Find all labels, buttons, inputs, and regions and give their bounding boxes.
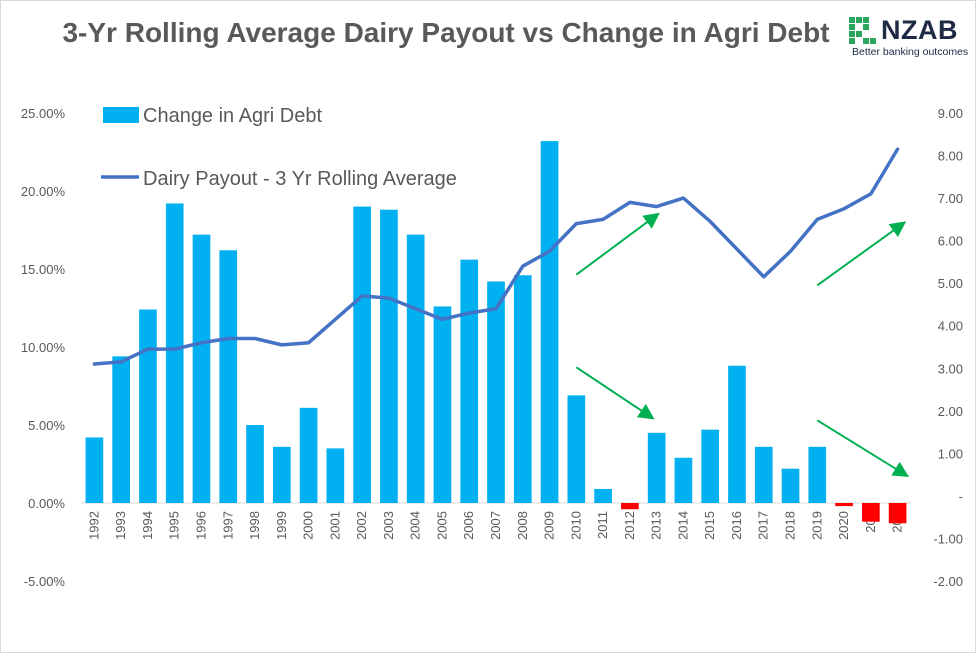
x-tick-label: 2008: [515, 511, 530, 540]
trend-arrow-4: [816, 419, 910, 478]
nzab-logo: NZAB Better banking outcomes: [847, 15, 969, 61]
bar-2001: [326, 448, 345, 503]
x-tick-label: 2017: [756, 511, 771, 540]
logo-tagline: Better banking outcomes: [852, 46, 969, 58]
bar-1998: [246, 425, 264, 503]
x-tick-label: 2020: [836, 511, 851, 540]
bar-2006: [460, 259, 479, 503]
trend-arrow-3: [816, 221, 907, 287]
x-tick-label: 1997: [220, 511, 235, 540]
y-right-tick-label: 6.00: [938, 234, 963, 249]
x-tick-label: 1993: [113, 511, 128, 540]
bar-1997: [219, 250, 238, 503]
annotations: [575, 212, 910, 478]
bar-2004: [406, 234, 425, 503]
x-tick-label: 2000: [301, 511, 316, 540]
x-tick-label: 1994: [140, 511, 155, 540]
x-tick-label: 2012: [622, 511, 637, 540]
x-tick-label: 2010: [568, 511, 583, 540]
y-right-tick-label: -2.00: [933, 574, 963, 589]
y-right-tick-label: 5.00: [938, 276, 963, 291]
x-tick-label: 2001: [327, 511, 342, 540]
line-series: [92, 147, 900, 366]
bar-2017: [754, 446, 773, 503]
y-left-tick-label: 20.00%: [21, 184, 66, 199]
y-right-tick-label: -: [959, 489, 963, 504]
bar-1999: [272, 446, 291, 503]
x-tick-label: 1992: [86, 511, 101, 540]
y-left-tick-label: 0.00%: [28, 496, 65, 511]
x-tick-label: 1995: [167, 511, 182, 540]
chart-title: 3-Yr Rolling Average Dairy Payout vs Cha…: [62, 17, 830, 48]
bar-2005: [433, 306, 452, 503]
y-right-tick-label: 2.00: [938, 404, 963, 419]
axes: 25.00% 20.00% 15.00% 10.00% 5.00% 0.00% -5.00%…: [21, 106, 963, 589]
bar-2016: [728, 365, 746, 503]
bar-1994: [139, 309, 157, 503]
x-tick-label: 2019: [809, 511, 824, 540]
bar-2021: [862, 503, 880, 522]
x-tick-label: 2009: [542, 511, 557, 540]
x-tick-label: 2002: [354, 511, 369, 540]
bar-2000: [299, 407, 318, 503]
y-left-tick-label: 15.00%: [21, 262, 66, 277]
bar-2007: [487, 281, 505, 503]
y-left-tick-label: -5.00%: [24, 574, 66, 589]
bar-2015: [701, 429, 720, 503]
x-tick-label: 2018: [783, 511, 798, 540]
trend-arrow-1: [575, 212, 660, 276]
x-tick-label: 2005: [434, 511, 449, 540]
y-left-tick-label: 25.00%: [21, 106, 66, 121]
logo-text: NZAB: [881, 15, 958, 45]
bar-1993: [112, 356, 130, 503]
y-right-tick-label: 4.00: [938, 319, 963, 334]
x-tick-label: 2007: [488, 511, 503, 540]
x-tick-label: 2016: [729, 511, 744, 540]
logo-mark-icon: [849, 17, 876, 44]
x-tick-label: 1996: [193, 511, 208, 540]
x-tick-label: 2013: [649, 511, 664, 540]
y-left-tick-label: 10.00%: [21, 340, 66, 355]
y-left-tick-label: 5.00%: [28, 418, 65, 433]
y-right-tick-label: 9.00: [938, 106, 963, 121]
bar-2009: [540, 141, 559, 503]
legend-swatch-bar: [103, 107, 139, 123]
y-right-tick-label: 8.00: [938, 149, 963, 164]
bar-2018: [781, 468, 800, 503]
bars-series: [85, 141, 907, 524]
legend-label-bar: Change in Agri Debt: [143, 105, 322, 127]
legend: Change in Agri Debt Dairy Payout - 3 Yr R…: [101, 105, 457, 190]
bar-2014: [674, 457, 693, 503]
x-tick-label: 2003: [381, 511, 396, 540]
x-tick-label: 2015: [702, 511, 717, 540]
bar-2013: [647, 432, 666, 503]
x-tick-label: 1999: [274, 511, 289, 540]
y-right-tick-label: 3.00: [938, 361, 963, 376]
dairy-payout-line: [92, 147, 900, 366]
bar-2003: [380, 209, 398, 503]
y-right-tick-label: 7.00: [938, 191, 963, 206]
x-tick-label: 2004: [408, 511, 423, 540]
bar-2022: [888, 503, 907, 524]
x-tick-label: 2006: [461, 511, 476, 540]
trend-arrow-2: [575, 366, 655, 420]
y-right-tick-label: 1.00: [938, 446, 963, 461]
bar-2008: [513, 275, 532, 503]
bar-1995: [165, 203, 184, 504]
legend-label-line: Dairy Payout - 3 Yr Rolling Average: [143, 168, 457, 190]
bar-2019: [808, 446, 827, 503]
x-tick-label: 1998: [247, 511, 262, 540]
bar-1996: [192, 234, 211, 503]
bar-2002: [353, 206, 371, 503]
x-tick-label: 2011: [595, 511, 610, 539]
bar-1992: [85, 437, 104, 503]
bar-2012: [621, 503, 639, 510]
y-right-tick-label: -1.00: [933, 531, 963, 546]
bar-2011: [594, 488, 612, 503]
x-tick-label: 2014: [675, 511, 690, 540]
bar-2010: [567, 395, 586, 503]
bar-2020: [835, 503, 853, 507]
